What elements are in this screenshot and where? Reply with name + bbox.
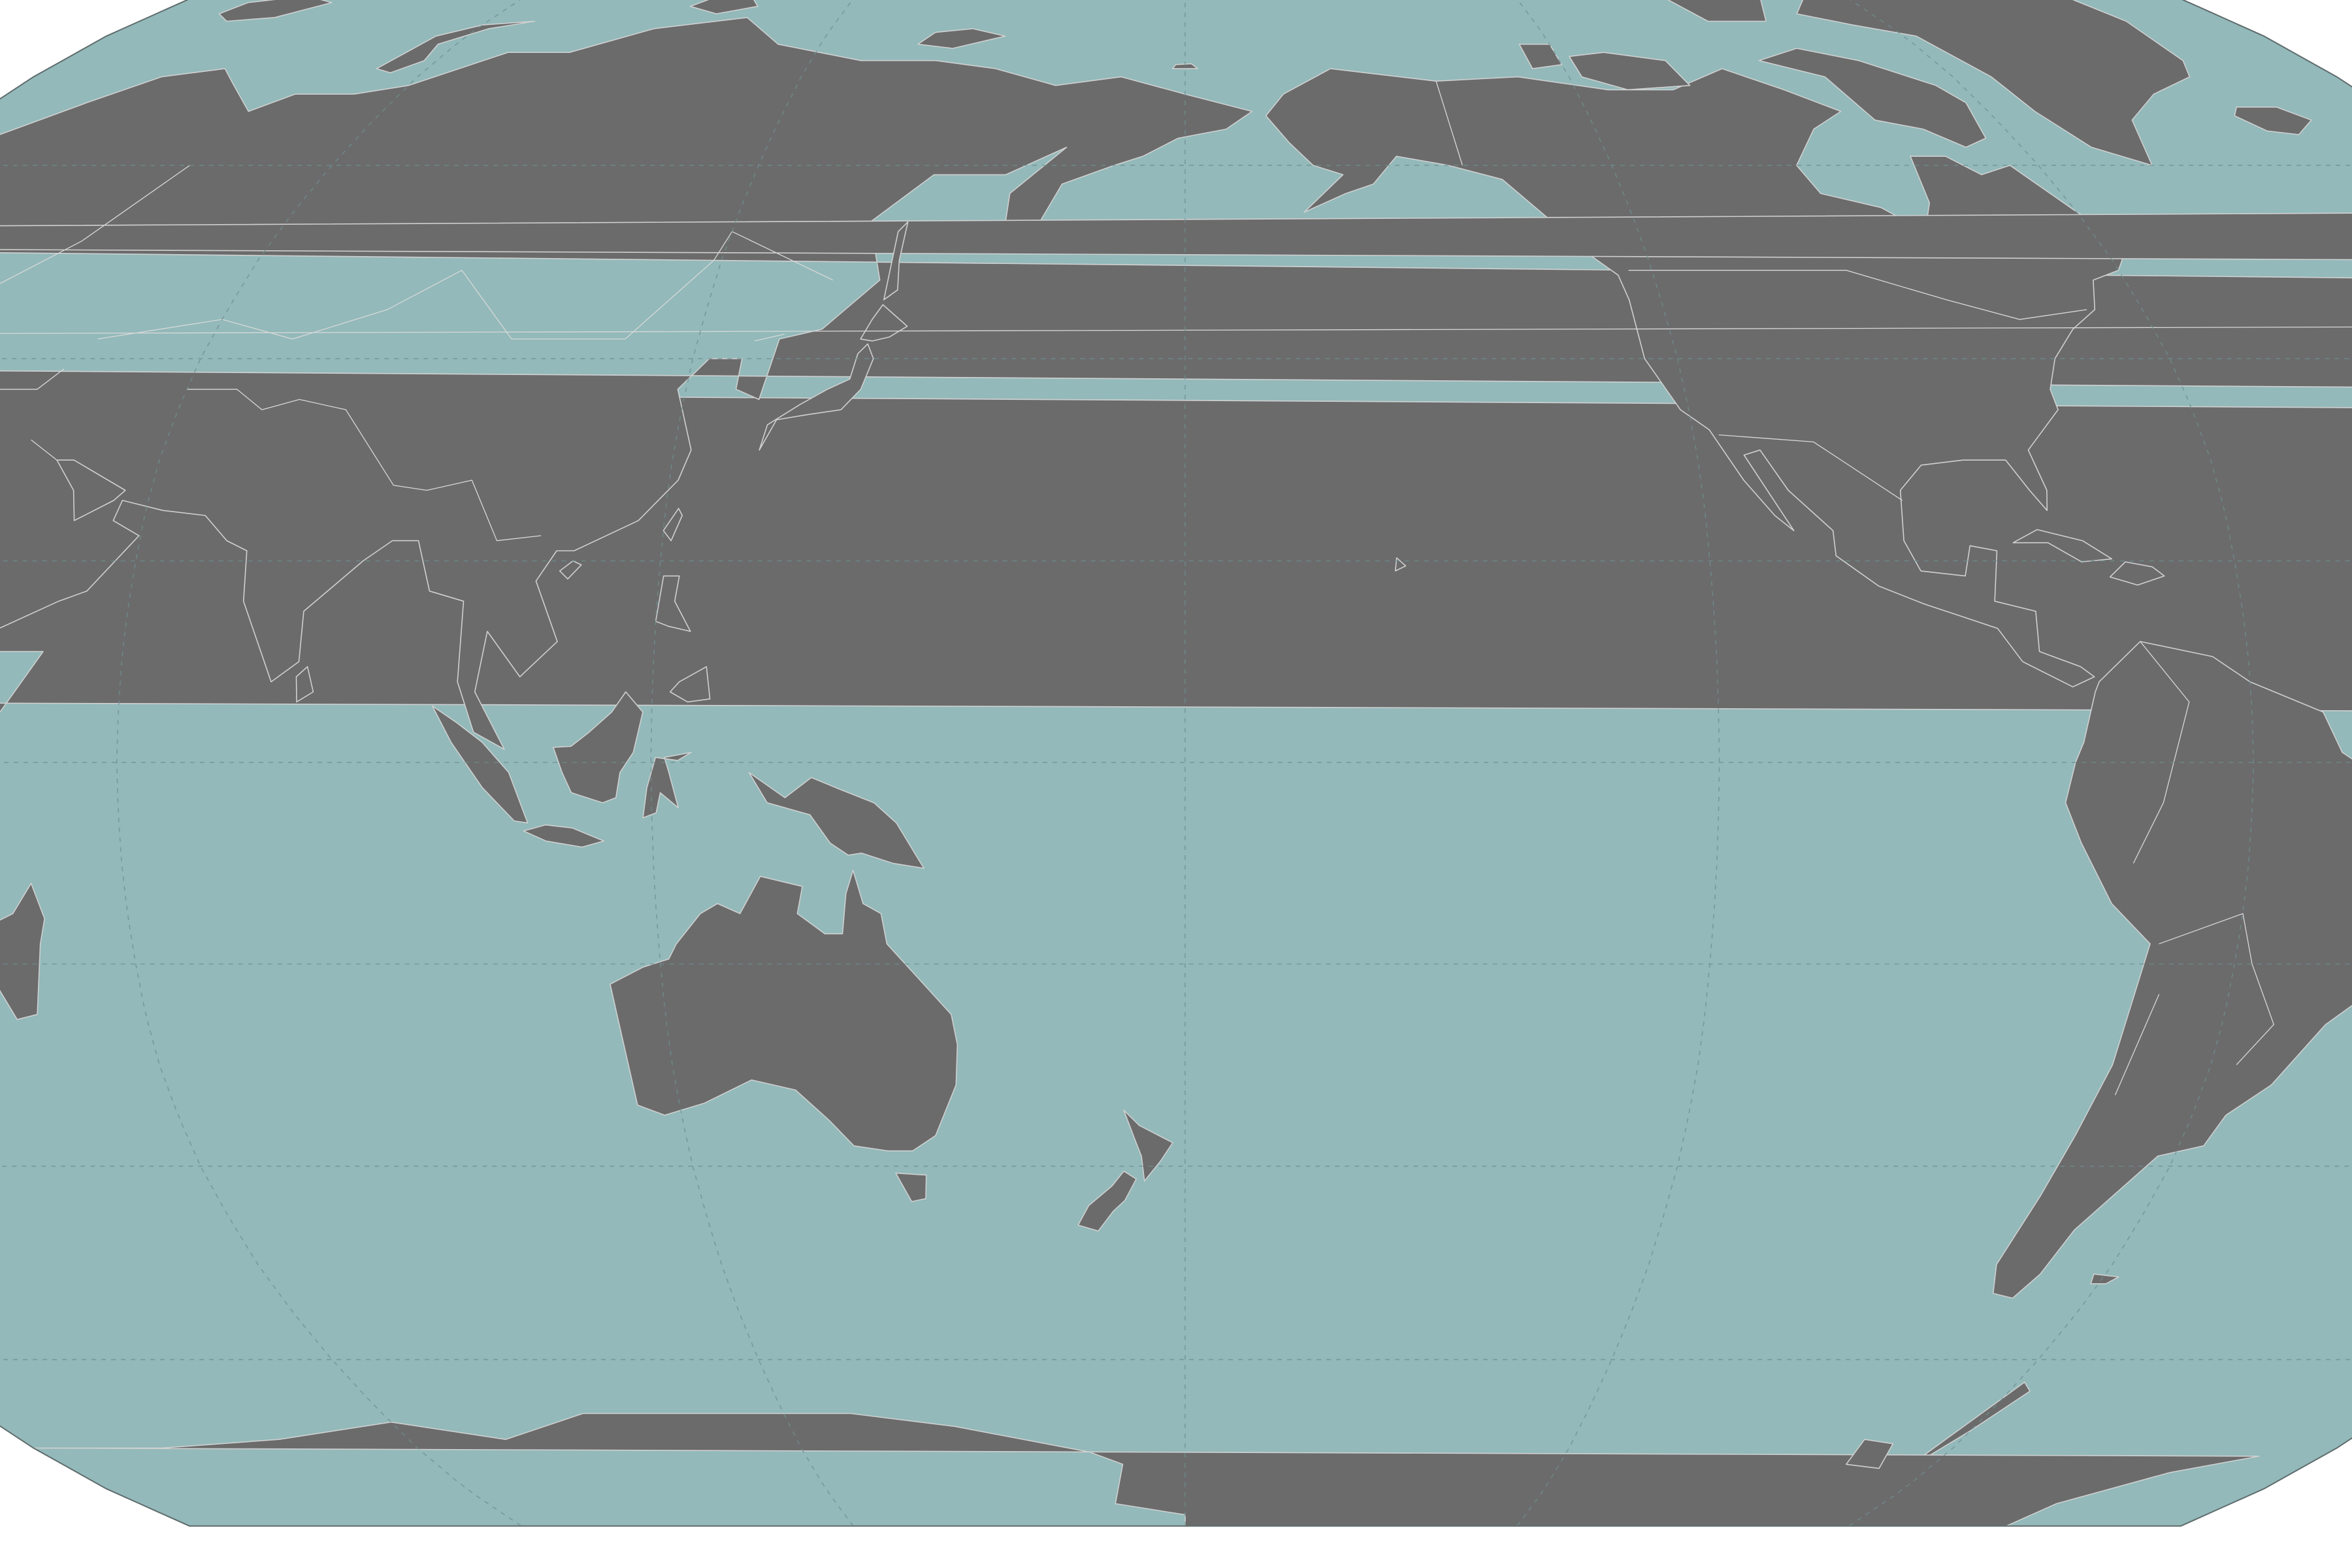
landmass-new-siberian-islands (917, 28, 1006, 49)
country-border (0, 165, 190, 350)
landmass-tasmania (895, 1172, 927, 1202)
landmass-hispaniola (2109, 561, 2165, 586)
country-border (2114, 994, 2160, 1096)
landmass-eurasia (0, 17, 2352, 750)
country-border (1628, 270, 2087, 320)
landmass-great-britain (0, 178, 2352, 261)
landmass-borneo (553, 691, 644, 804)
landmass-alexander-island (1846, 1439, 1894, 1469)
graticule-meridian (1753, 0, 2255, 1526)
country-border (0, 325, 2352, 335)
landmass-victoria-island (1569, 52, 1691, 91)
landmass-mindanao (669, 666, 711, 703)
country-border (2132, 641, 2190, 864)
country-border (1435, 81, 1463, 166)
landmass-falklands (2090, 1273, 2119, 1284)
country-border (1718, 434, 1903, 501)
landmass-new-zealand-north (1123, 1109, 1173, 1182)
landmass-greenland (1796, 0, 2191, 166)
landmass-japan (759, 343, 874, 451)
graticule-meridian (116, 0, 617, 1526)
landmass-hokkaido (860, 304, 908, 342)
landmass-sakhalin (883, 221, 909, 301)
landmass-java (523, 824, 604, 848)
landmass-madagascar (0, 883, 45, 1021)
landmass-taiwan (662, 508, 683, 542)
landmass-hainan (559, 560, 582, 580)
landmass-ellesmere-island (1649, 0, 1797, 22)
landmass-severnaya-zemlya (689, 0, 759, 14)
country-border (2159, 913, 2275, 1066)
landmass-svalbard (218, 0, 333, 22)
landmass-arabia-gulf (56, 459, 126, 521)
country-border (754, 333, 785, 342)
landmass-cuba (2012, 529, 2113, 563)
country-border (0, 368, 65, 390)
country-border (97, 231, 834, 340)
landmass-sri-lanka (295, 666, 314, 703)
landmass-north-america (1265, 68, 2130, 688)
landmass-wrangel-island (1171, 63, 1199, 69)
landmass-sulawesi (642, 751, 692, 819)
landmass-new-zealand-south (1077, 1170, 1137, 1232)
landmass-australia (610, 870, 958, 1152)
landmass-new-guinea (748, 772, 924, 869)
landmass-south-america (1992, 641, 2352, 1299)
country-border (187, 389, 542, 542)
landmass-sumatra (432, 705, 529, 824)
landmass-iceland (2234, 106, 2312, 135)
landmass-luzon (655, 575, 691, 632)
landmass-baffin-island (1758, 48, 1987, 148)
landmass-novaya-zemlya (376, 20, 535, 74)
map-frame (0, 0, 2352, 1527)
country-border (31, 439, 57, 461)
